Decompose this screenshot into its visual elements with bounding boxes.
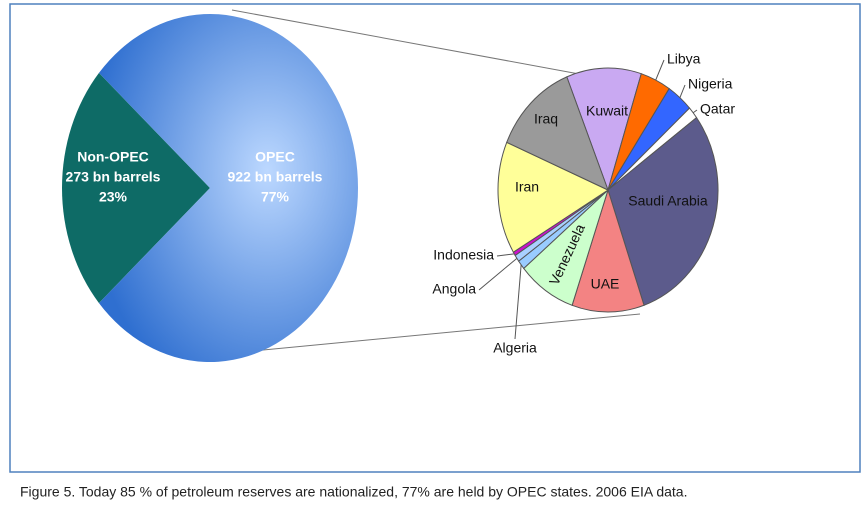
slice-label: UAE — [591, 276, 620, 292]
leader-line — [655, 59, 665, 81]
slice-detail: 922 bn barrels — [228, 169, 323, 185]
slice-label: Saudi Arabia — [628, 193, 708, 209]
slice — [607, 116, 719, 306]
value-label: 77% — [261, 189, 290, 205]
slice-label: Kuwait — [586, 103, 628, 119]
slice — [571, 188, 645, 313]
slice — [61, 72, 211, 304]
slice-label: Nigeria — [688, 76, 733, 92]
slice-label: Libya — [667, 51, 701, 67]
connector — [231, 9, 591, 77]
slice — [506, 76, 609, 191]
leader-line — [692, 109, 698, 114]
connector — [241, 313, 641, 353]
slice-label: OPEC — [255, 149, 295, 165]
slice-label: Angola — [432, 281, 476, 297]
leader-line — [679, 84, 686, 98]
leader-line — [514, 264, 522, 340]
main-pie: Non-OPEC 273 bn barrels 23% OPEC 922 bn barr… — [61, 14, 358, 363]
leader-line — [478, 257, 518, 291]
caption: Figure 5. Today 85 % of petroleum reserv… — [20, 484, 687, 500]
slice-label: Iran — [515, 179, 539, 195]
slice-label: Algeria — [493, 340, 537, 356]
slice-detail: 273 bn barrels — [66, 169, 161, 185]
slice-label: Indonesia — [433, 247, 494, 263]
slice-label: Non-OPEC — [77, 149, 149, 165]
slice — [497, 141, 610, 253]
slice-label: Qatar — [700, 101, 735, 117]
slice — [98, 14, 358, 363]
frame — [9, 3, 861, 473]
leader-line — [496, 253, 515, 257]
value-label: 23% — [99, 189, 128, 205]
slice — [566, 67, 642, 192]
slice-label: Iraq — [534, 111, 558, 127]
